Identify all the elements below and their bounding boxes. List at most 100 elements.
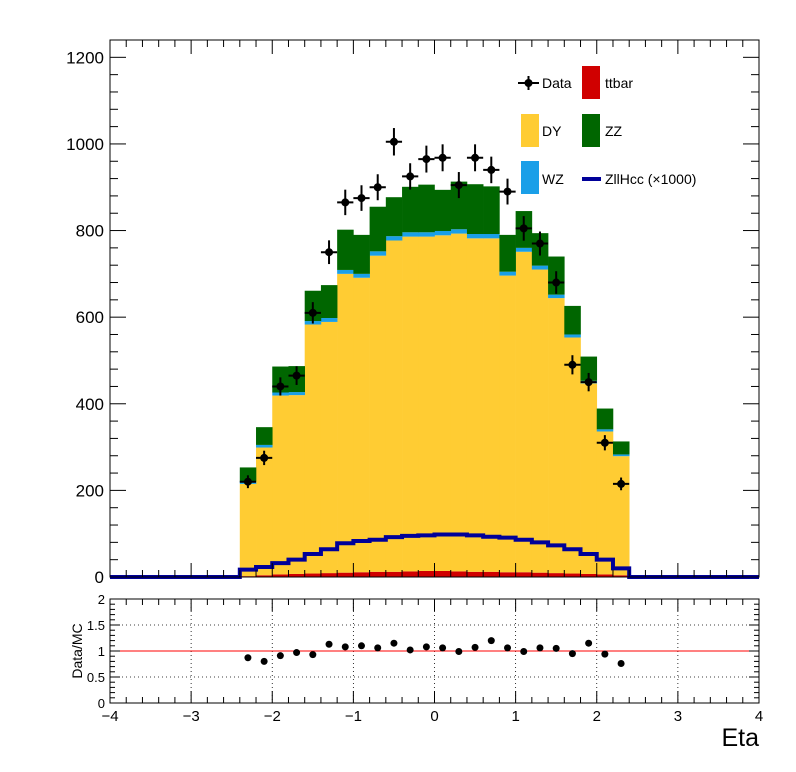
bar-ttbar — [612, 575, 630, 577]
bar-wz — [369, 251, 387, 256]
ratio-point — [439, 644, 447, 652]
data-points — [239, 128, 630, 491]
bar-wz — [434, 230, 452, 236]
ratio-points — [244, 637, 625, 667]
bar-dy — [353, 277, 370, 573]
legend-data-marker — [524, 79, 533, 87]
bar-wz — [548, 294, 565, 299]
x-tick-label: 2 — [593, 708, 601, 725]
ratio-point — [568, 650, 576, 658]
ratio-point — [520, 648, 528, 656]
bar-dy — [256, 447, 273, 576]
bar-ttbar — [288, 573, 305, 577]
bar-ttbar — [434, 570, 452, 577]
bar-dy — [320, 321, 338, 574]
data-point — [568, 360, 577, 369]
y-tick-label: 600 — [76, 308, 104, 327]
bar-dy — [418, 236, 435, 571]
legend: Data ttbar DY ZZ WZ ZllHcc (×1000) — [518, 66, 696, 194]
data-point — [454, 181, 463, 190]
ratio-point — [617, 659, 625, 667]
bar-ttbar — [385, 571, 403, 577]
data-point — [600, 438, 609, 447]
bar-wz — [483, 234, 500, 239]
data-point — [552, 278, 561, 287]
bar-dy — [385, 240, 403, 572]
bar-dy — [450, 233, 468, 572]
bar-wz — [466, 234, 484, 239]
x-tick-label: −2 — [264, 708, 281, 725]
ratio-point — [276, 652, 284, 660]
bar-zz — [369, 206, 387, 252]
data-point — [406, 172, 415, 181]
bar-dy — [483, 238, 500, 572]
bar-ttbar — [596, 574, 614, 577]
legend-label-wz: WZ — [542, 171, 564, 187]
bar-dy — [531, 269, 549, 573]
bar-wz — [612, 454, 630, 457]
data-point — [276, 382, 285, 391]
ratio-point — [471, 643, 479, 651]
bar-wz — [450, 229, 468, 234]
bar-wz — [353, 273, 370, 278]
bar-wz — [515, 247, 533, 252]
ratio-y-tick-label: 1 — [98, 644, 105, 659]
ratio-point — [504, 644, 512, 652]
y-tick-label: 1200 — [66, 48, 104, 67]
legend-label-zllhcc: ZllHcc (×1000) — [605, 171, 696, 187]
legend-label-ttbar: ttbar — [605, 75, 633, 91]
bar-dy — [580, 383, 598, 574]
series-ttbar — [239, 570, 630, 577]
bar-zz — [353, 234, 370, 274]
ratio-point — [374, 644, 382, 652]
bar-ttbar — [320, 573, 338, 577]
bar-ttbar — [548, 573, 565, 577]
data-point — [325, 248, 334, 257]
ratio-point — [601, 650, 609, 658]
bar-dy — [304, 324, 322, 574]
data-point — [584, 378, 593, 387]
bar-wz — [385, 236, 403, 241]
bar-zz — [402, 186, 419, 233]
legend-label-dy: DY — [542, 123, 562, 139]
data-point — [308, 308, 317, 317]
legend-swatch-ttbar — [582, 66, 600, 99]
ratio-point — [585, 639, 593, 647]
bar-dy — [596, 431, 614, 575]
bar-dy — [564, 337, 581, 574]
data-point — [535, 239, 544, 248]
data-point — [422, 155, 431, 164]
bar-wz — [402, 232, 419, 237]
data-point — [617, 479, 626, 488]
ratio-y-tick-label: 0.5 — [87, 670, 105, 685]
ratio-point — [325, 640, 333, 648]
bar-wz — [288, 392, 305, 396]
ratio-y-axis-title: Data/MC — [69, 623, 85, 678]
bar-wz — [564, 334, 581, 338]
ratio-point — [357, 642, 365, 650]
bar-ttbar — [272, 574, 289, 577]
bar-zz — [483, 186, 500, 235]
ratio-point — [406, 646, 414, 654]
signal-line-zllhcc — [110, 532, 759, 579]
bar-zz — [450, 181, 468, 230]
ratio-point — [390, 639, 398, 647]
x-axis-title: Eta — [721, 724, 759, 752]
data-point — [243, 477, 252, 486]
x-tick-label: 1 — [511, 708, 519, 725]
legend-swatch-wz — [521, 161, 539, 194]
ratio-point — [455, 648, 463, 656]
series-dy — [239, 233, 630, 577]
bar-dy — [612, 456, 630, 576]
legend-swatch-dy — [521, 114, 539, 147]
bar-zz — [564, 305, 581, 335]
x-tick-label: −3 — [183, 708, 200, 725]
data-point — [389, 137, 398, 146]
x-tick-label: 3 — [674, 708, 682, 725]
ratio-point — [309, 651, 317, 659]
legend-swatch-zz — [582, 114, 600, 147]
ratio-point — [293, 649, 301, 657]
bar-dy — [239, 483, 257, 577]
ratio-y-tick-label: 2 — [98, 592, 105, 607]
